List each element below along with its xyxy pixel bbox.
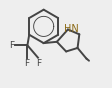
- Text: F: F: [24, 59, 29, 68]
- Text: HN: HN: [64, 24, 79, 34]
- Text: F: F: [36, 59, 41, 68]
- Text: F: F: [10, 41, 15, 50]
